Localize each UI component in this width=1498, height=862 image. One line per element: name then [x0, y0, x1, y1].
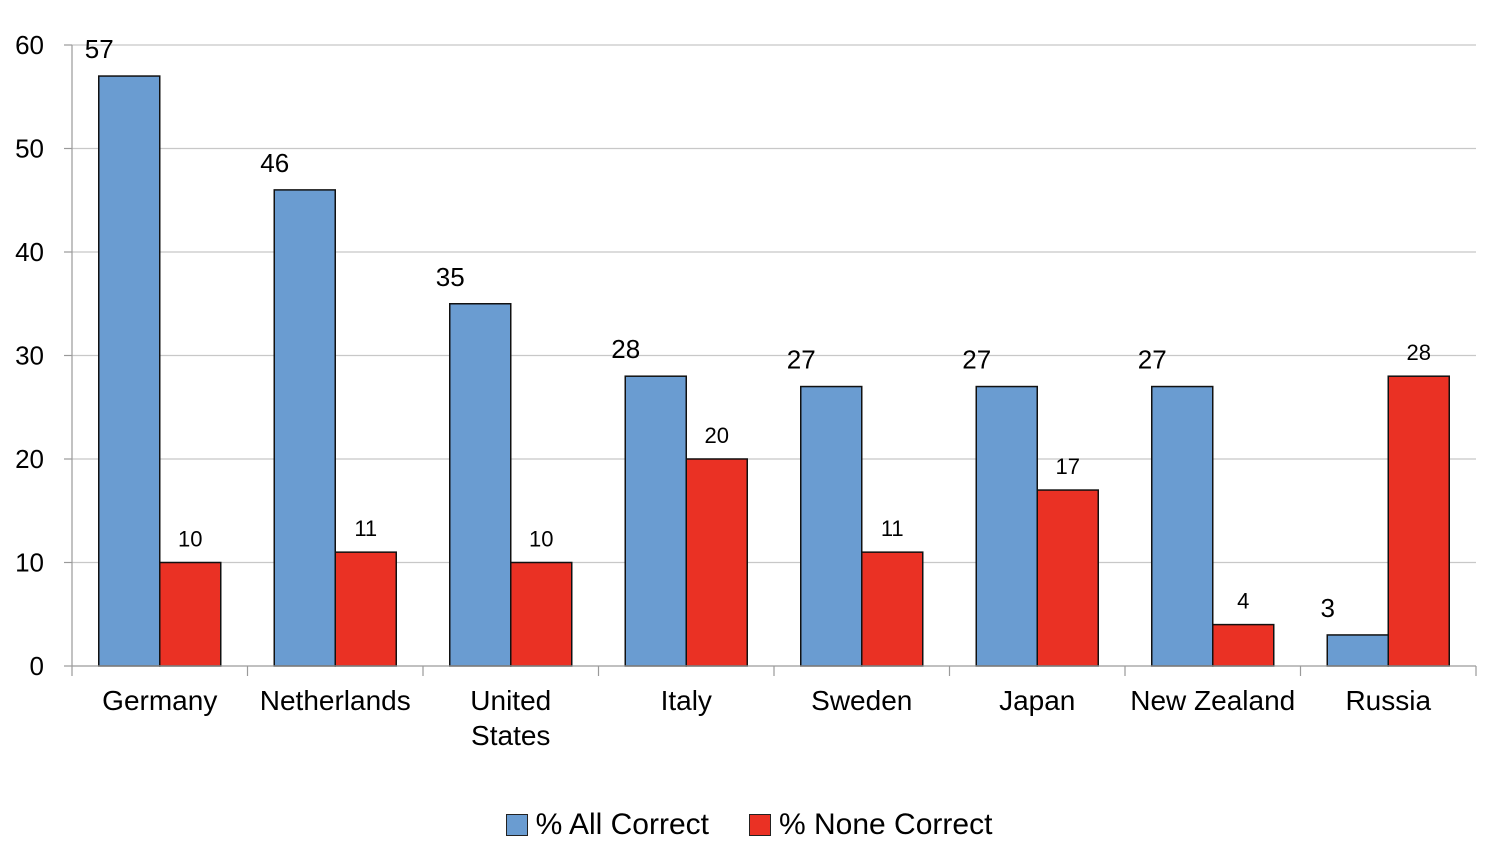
data-label-none-correct: 10 [178, 527, 202, 552]
legend-item-none-correct: % None Correct [748, 808, 993, 842]
data-label-all-correct: 27 [1138, 345, 1167, 375]
x-tick-label: New Zealand [1130, 685, 1295, 716]
data-label-all-correct: 46 [260, 148, 289, 178]
data-label-all-correct: 28 [611, 334, 640, 364]
y-tick-label: 30 [15, 341, 44, 371]
x-tick-label: Netherlands [260, 685, 411, 716]
y-tick-label: 40 [15, 237, 44, 267]
bar-none-correct [861, 551, 924, 667]
legend-label-none-correct: % None Correct [778, 808, 993, 841]
y-tick-label: 20 [15, 444, 44, 474]
bar-none-correct [685, 458, 748, 667]
x-tick-label: States [471, 720, 550, 751]
legend-swatch-none-correct [748, 814, 771, 836]
legend-swatch-all-correct [505, 814, 528, 836]
data-label-all-correct: 3 [1321, 593, 1335, 623]
data-label-none-correct: 4 [1237, 589, 1249, 614]
data-labels: 57 10 46 11 35 10 28 20 27 11 27 17 27 4 3 28 [85, 34, 1431, 623]
data-label-none-correct: 17 [1056, 454, 1080, 479]
bar-all-correct [1151, 385, 1214, 667]
data-label-none-correct: 20 [705, 423, 729, 448]
y-axis: 0 10 20 30 40 50 60 [15, 30, 73, 681]
y-tick-label: 10 [15, 548, 44, 578]
bar-none-correct [159, 561, 222, 667]
bar-all-correct [975, 385, 1038, 667]
data-label-none-correct: 11 [354, 516, 377, 541]
x-tick-label: United [470, 685, 551, 716]
data-label-all-correct: 57 [85, 34, 114, 64]
bar-none-correct [1036, 489, 1099, 667]
y-tick-label: 50 [15, 134, 44, 164]
bar-all-correct [800, 385, 863, 667]
data-label-all-correct: 35 [436, 262, 465, 292]
x-tick-label: Germany [102, 685, 217, 716]
bar-none-correct [1212, 623, 1275, 667]
x-tick-label: Sweden [811, 685, 912, 716]
legend: % All Correct % None Correct [0, 808, 1498, 842]
bar-all-correct [273, 189, 336, 667]
bar-all-correct [624, 375, 687, 667]
legend-item-all-correct: % All Correct [505, 808, 709, 842]
bar-all-correct [98, 75, 161, 667]
data-label-all-correct: 27 [787, 345, 816, 375]
y-tick-label: 60 [15, 30, 44, 60]
x-tick-label: Japan [999, 685, 1075, 716]
data-label-all-correct: 27 [962, 345, 991, 375]
data-label-none-correct: 10 [529, 527, 553, 552]
bar-all-correct [1326, 634, 1389, 667]
bar-none-correct [1387, 375, 1450, 667]
bar-none-correct [510, 561, 573, 667]
legend-label-all-correct: % All Correct [535, 808, 709, 841]
x-tick-label: Russia [1345, 685, 1431, 716]
x-axis: Germany Netherlands United States Italy Swede… [71, 665, 1477, 751]
x-tick-label: Italy [661, 685, 712, 716]
y-tick-label: 0 [30, 651, 44, 681]
bar-all-correct [449, 303, 512, 667]
bar-none-correct [334, 551, 397, 667]
bars [98, 75, 1450, 667]
data-label-none-correct: 11 [881, 516, 904, 541]
data-label-none-correct: 28 [1407, 340, 1431, 365]
